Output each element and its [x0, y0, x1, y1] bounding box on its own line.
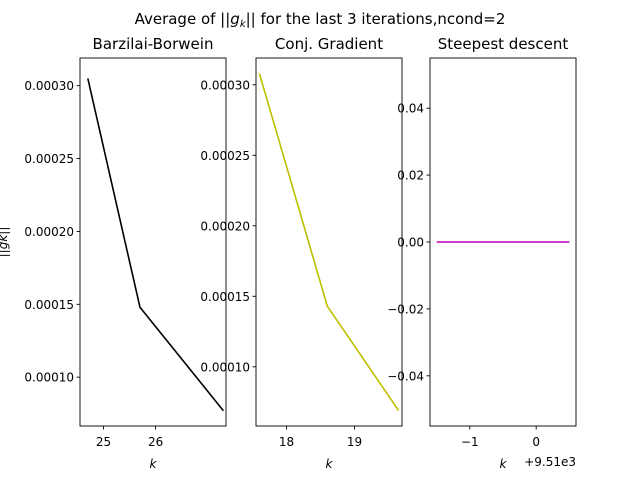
subplot-title: Steepest descent	[438, 35, 569, 53]
y-tick-label: 0.00020	[200, 219, 250, 233]
y-tick-label: 0.00010	[200, 360, 250, 374]
y-tick-label: 0.00020	[24, 225, 74, 239]
axes-frame	[79, 57, 227, 427]
series-line-1	[87, 78, 225, 412]
y-tick-label: 0.00025	[24, 152, 74, 166]
subplot-title: Conj. Gradient	[275, 35, 383, 53]
subplot-3: Steepest descent −0.04 −0.02 0.00 0.02 0.04 −1…	[387, 35, 577, 471]
x-axis-label: k	[500, 457, 508, 471]
y-tick-label: 0.00030	[200, 78, 250, 92]
x-tick-label: 25	[96, 435, 111, 449]
figure-ylabel: ||gk||	[0, 227, 10, 258]
figure-ylabel-clip: ||gk||	[0, 227, 10, 258]
y-tick-label: 0.00025	[200, 149, 250, 163]
x-axis-label: k	[150, 457, 158, 471]
y-tick-label: −0.02	[387, 302, 424, 316]
x-tick-label: −1	[461, 435, 479, 449]
x-tick-label: 26	[148, 435, 163, 449]
subplot-1: Barzilai-Borwein 0.00010 0.00015 0.00020 0.0…	[24, 35, 227, 471]
y-tick-label: 0.00	[397, 236, 424, 250]
axes-frame	[255, 57, 403, 427]
x-offset-text: +9.51e3	[524, 455, 576, 469]
y-tick-label: 0.04	[397, 102, 424, 116]
y-tick-label: −0.04	[387, 369, 424, 383]
y-tick-label: 0.00010	[24, 371, 74, 385]
subplot-title: Barzilai-Borwein	[93, 35, 214, 53]
x-tick-label: 0	[532, 435, 540, 449]
y-tick-label: 0.00030	[24, 79, 74, 93]
y-tick-label: 0.00015	[200, 290, 250, 304]
y-tick-label: 0.02	[397, 169, 424, 183]
subplot-2: Conj. Gradient 0.00010 0.00015 0.00020 0.000…	[200, 35, 403, 471]
figure-suptitle: Average of ||gk|| for the last 3 iterati…	[135, 10, 506, 30]
y-tick-label: 0.00015	[24, 298, 74, 312]
x-axis-label: k	[326, 457, 334, 471]
series-line-1	[258, 73, 400, 411]
x-tick-label: 19	[347, 435, 362, 449]
x-tick-label: 18	[279, 435, 294, 449]
subplots: Barzilai-Borwein 0.00010 0.00015 0.00020 0.0…	[24, 35, 577, 471]
